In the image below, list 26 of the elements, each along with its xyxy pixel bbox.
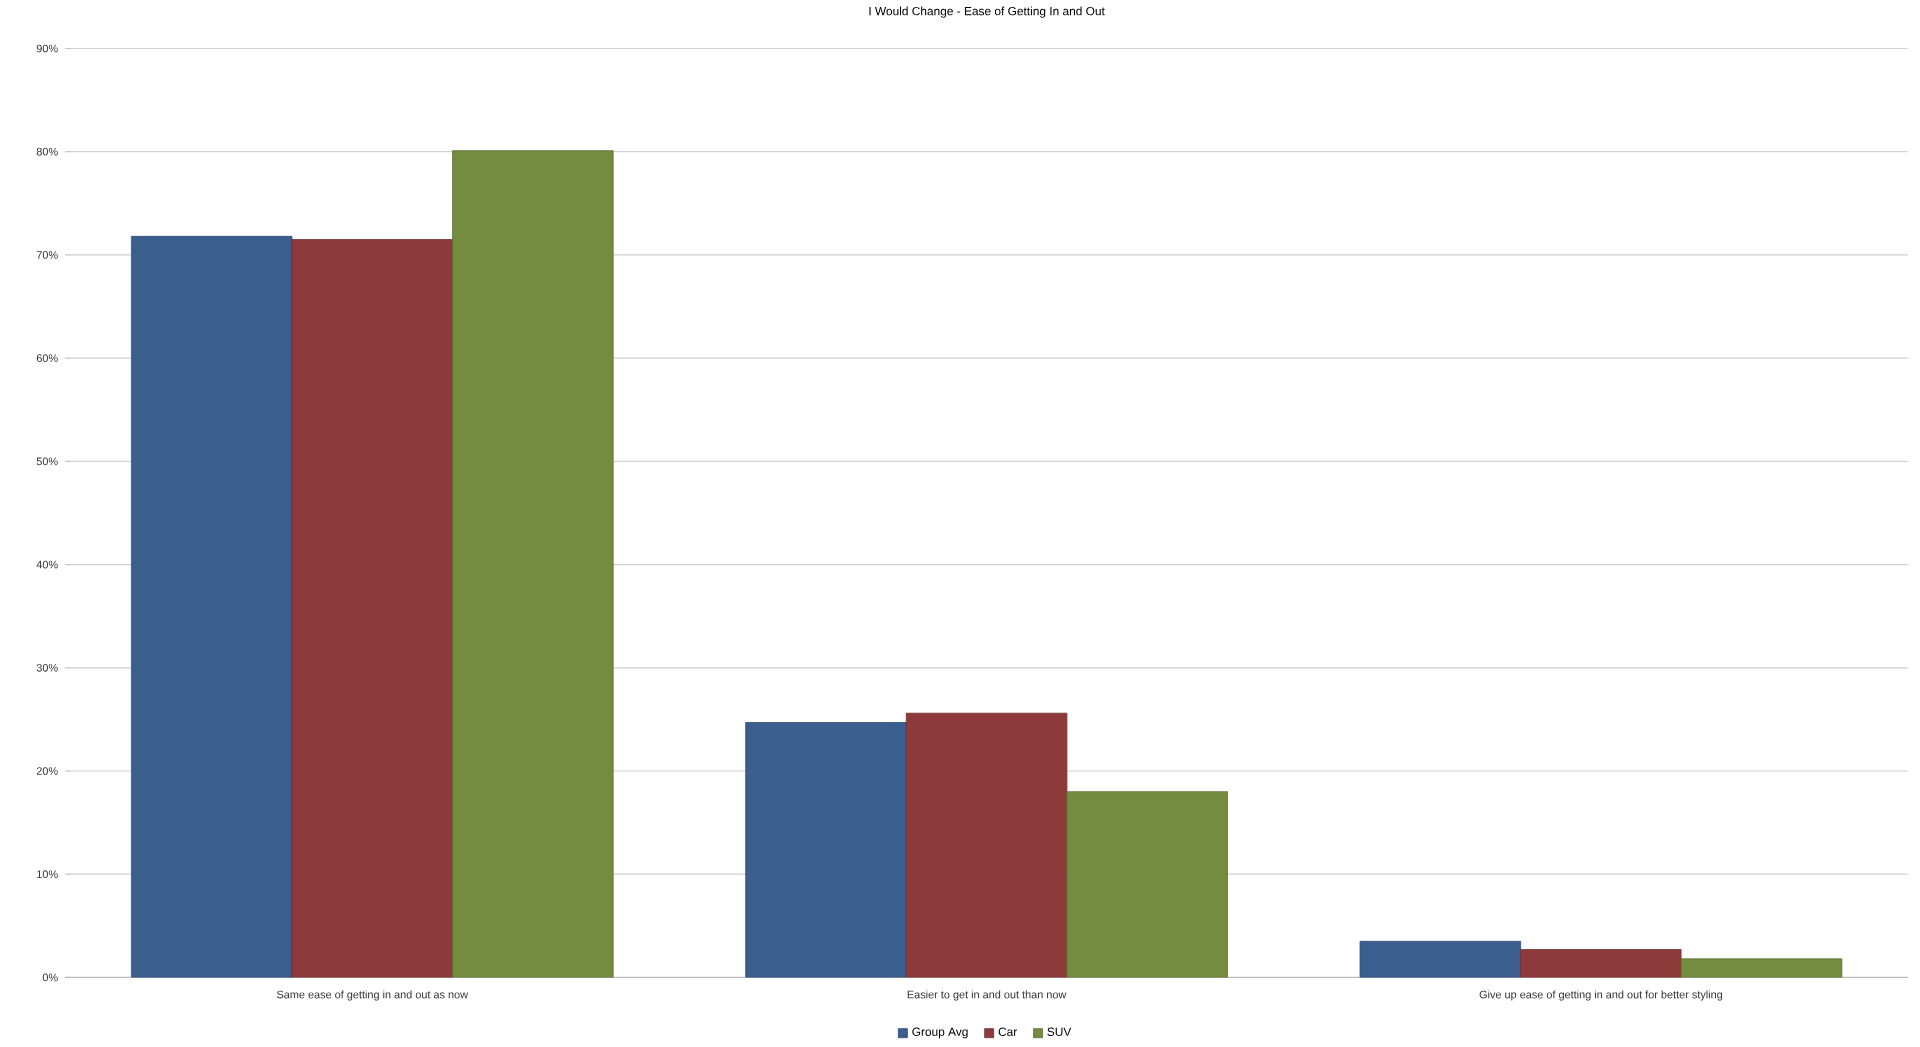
x-tick-label: Give up ease of getting in and out for better styling (1479, 990, 1723, 1001)
bar (291, 239, 453, 978)
y-tick-label: 0% (42, 973, 58, 982)
legend-label: Group Avg (912, 1027, 968, 1039)
bar (745, 722, 907, 978)
chart-title: I Would Change - Ease of Getting In and Out (869, 6, 1105, 18)
bar (1359, 941, 1522, 978)
bar (1520, 949, 1682, 978)
bar (905, 712, 1068, 978)
bar (130, 236, 293, 978)
legend-label: SUV (1047, 1027, 1072, 1037)
y-tick-label: 20% (36, 767, 58, 775)
bar (452, 150, 614, 978)
y-tick-label: 40% (36, 560, 58, 569)
y-tick-label: 90% (36, 44, 58, 53)
x-tick-label: Same ease of getting in and out as now (276, 990, 469, 1001)
y-tick-label: 50% (36, 457, 58, 466)
bar (1680, 958, 1843, 978)
y-tick-label: 70% (36, 251, 58, 259)
legend-label: Car (998, 1027, 1017, 1037)
x-tick-label: Easier to get in and out than now (907, 990, 1067, 1001)
bar (1066, 791, 1228, 978)
y-tick-label: 30% (36, 664, 58, 672)
y-tick-label: 60% (36, 354, 58, 363)
y-tick-label: 10% (37, 870, 58, 879)
y-tick-label: 80% (36, 147, 58, 156)
